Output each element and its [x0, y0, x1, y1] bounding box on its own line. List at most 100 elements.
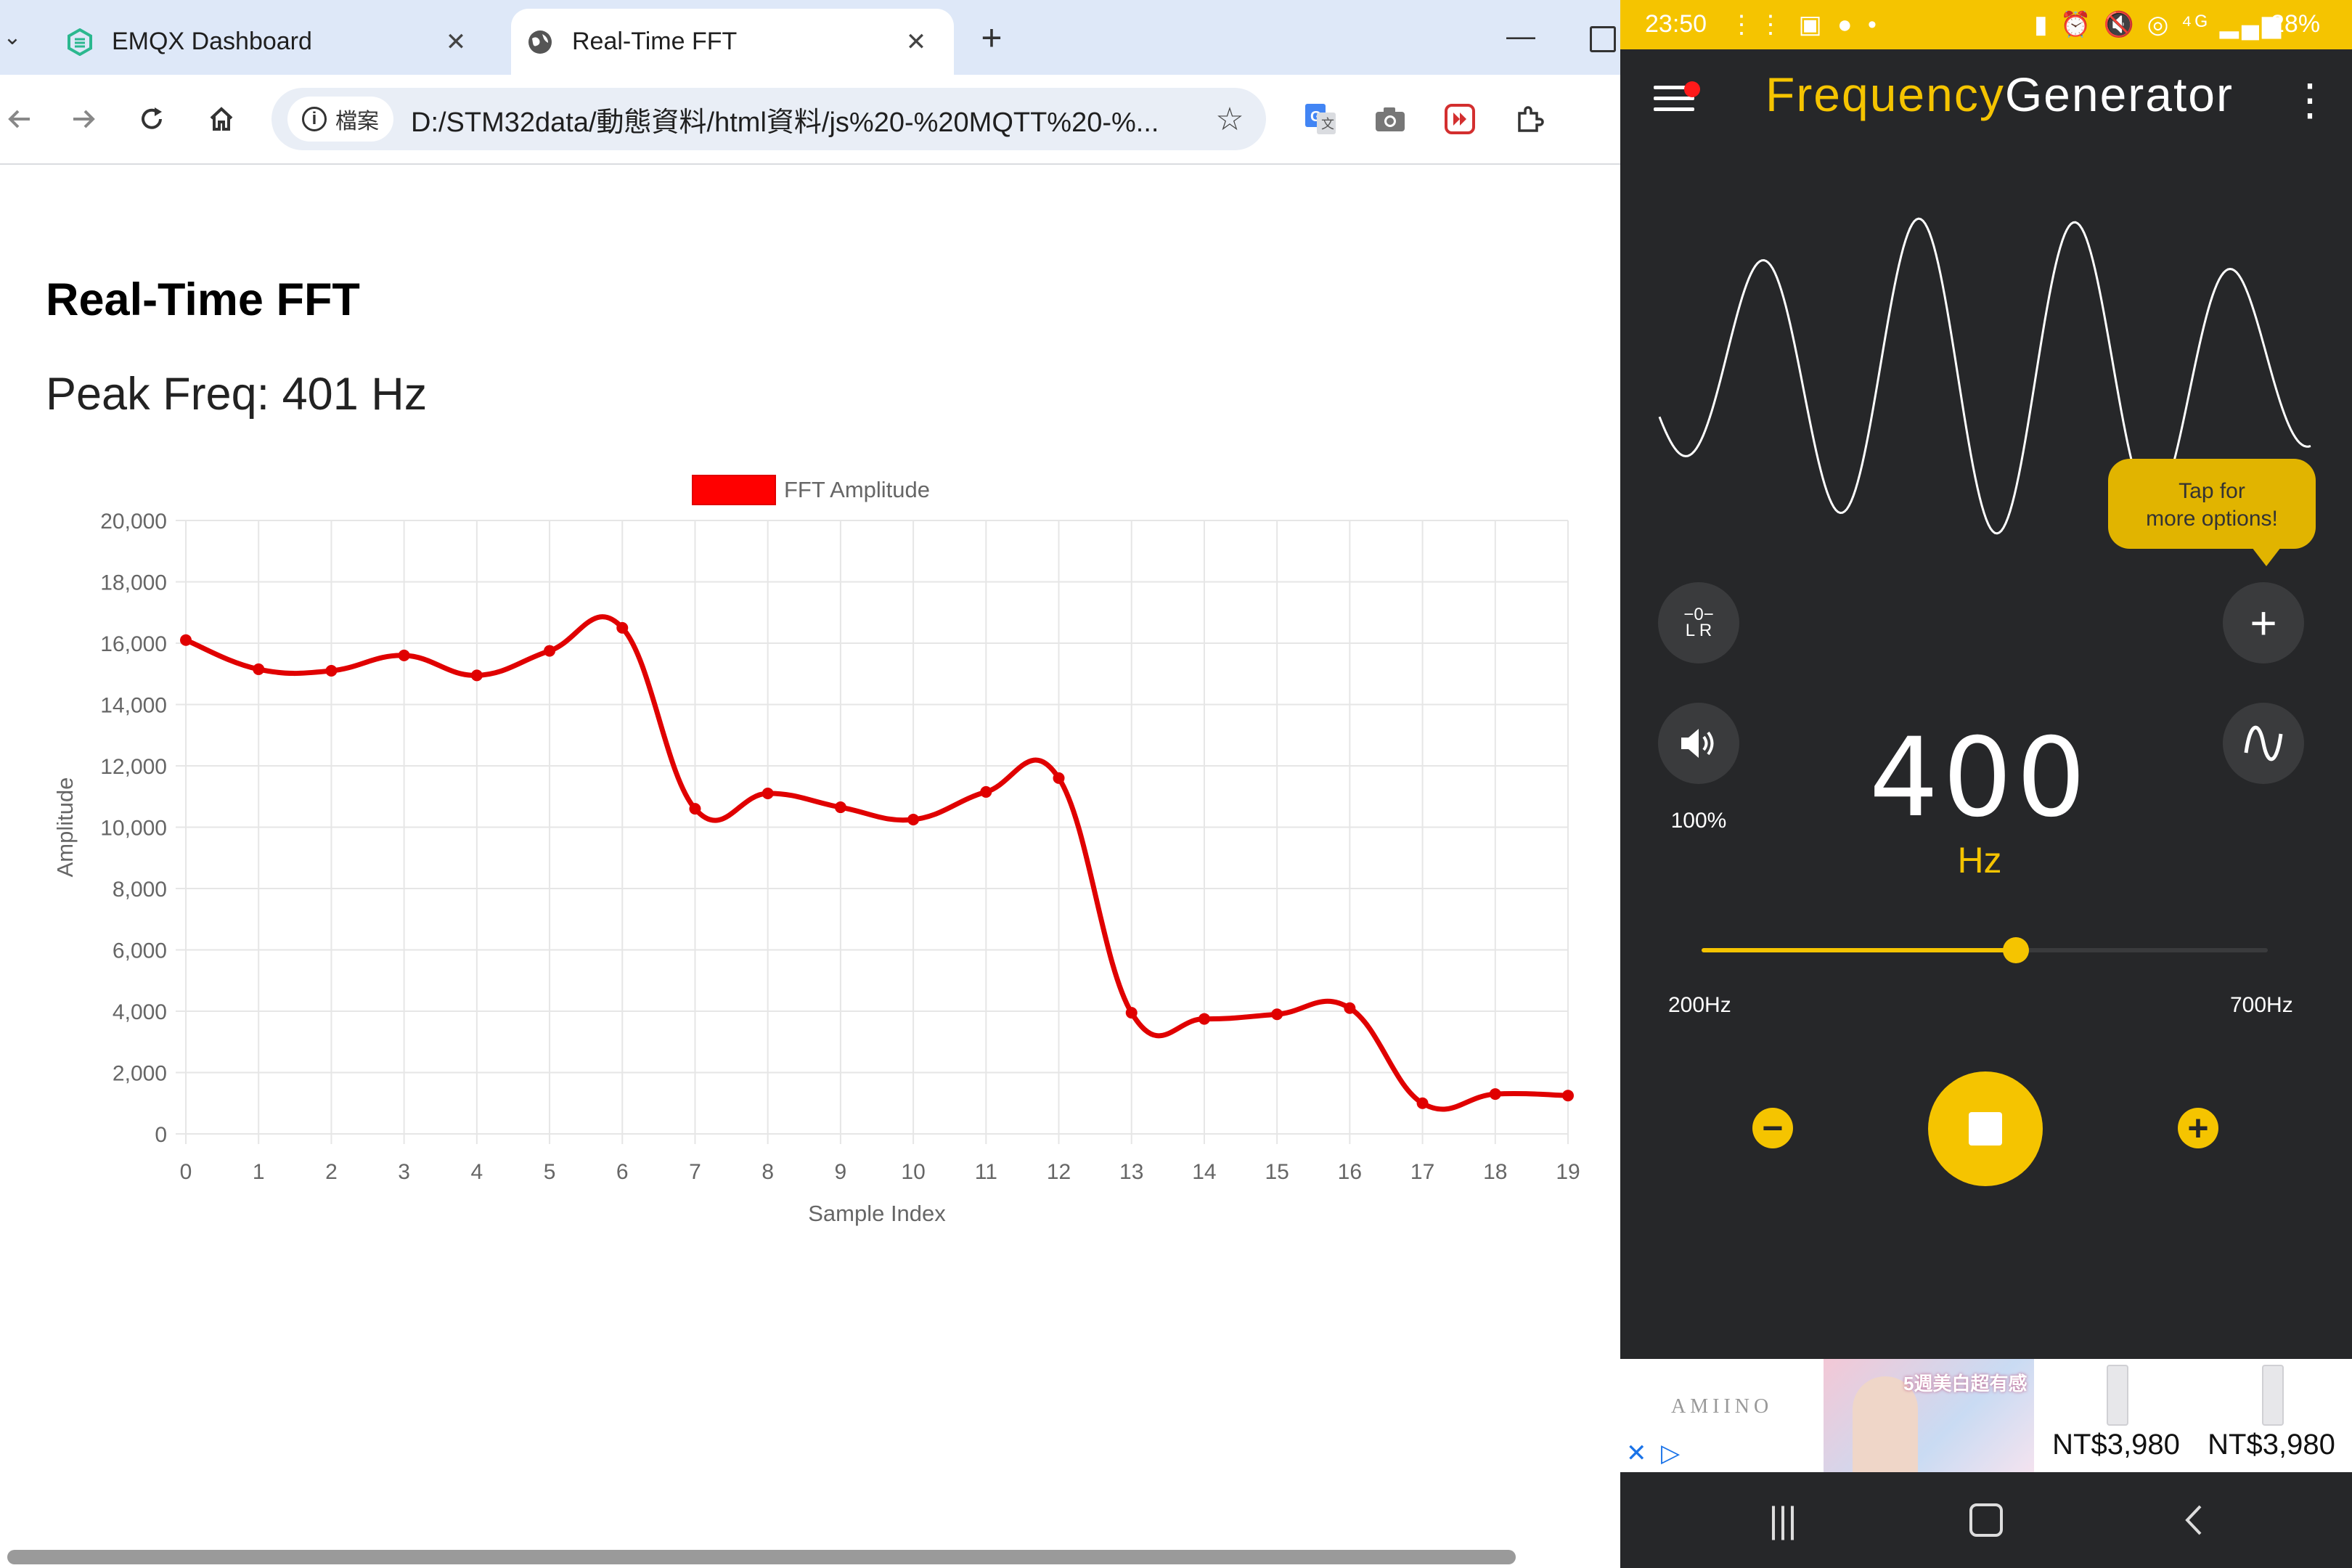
- x-tick-label: 14: [1192, 1160, 1216, 1184]
- back-nav-button[interactable]: [2165, 1498, 2223, 1542]
- stop-button[interactable]: [1928, 1071, 2043, 1186]
- system-status-icons: ▮ ⏰ 🔇 ◎ ⁴ᴳ ▂▄▆: [2034, 11, 2284, 38]
- recent-apps-button[interactable]: |||: [1768, 1500, 1797, 1540]
- stop-icon: [1969, 1112, 2002, 1146]
- x-tick-label: 16: [1338, 1160, 1362, 1184]
- x-tick-label: 9: [835, 1160, 847, 1184]
- extensions-puzzle-icon[interactable]: [1504, 94, 1555, 144]
- decrease-frequency-button[interactable]: −: [1752, 1108, 1793, 1148]
- data-point: [398, 649, 410, 661]
- new-tab-button[interactable]: +: [981, 17, 1003, 58]
- browser-toolbar: i 檔案 D:/STM32data/動態資料/html資料/js%20-%20M…: [0, 75, 1620, 165]
- close-icon[interactable]: ✕: [445, 28, 467, 56]
- product-bottle-image: [2107, 1365, 2128, 1426]
- camera-icon[interactable]: [1365, 94, 1416, 144]
- app-bar: FrequencyGenerator ⋮: [1620, 49, 2352, 151]
- product-price: NT$3,980: [2208, 1429, 2335, 1461]
- data-point: [325, 665, 338, 677]
- x-tick-label: 5: [544, 1160, 556, 1184]
- tab-title: EMQX Dashboard: [112, 28, 312, 55]
- home-button[interactable]: [196, 94, 247, 144]
- balance-icon: −0− L R: [1683, 606, 1713, 640]
- maximize-window-button[interactable]: [1590, 26, 1616, 52]
- status-bar: 23:50 ⋮⋮ ▣ ● • ▮ ⏰ 🔇 ◎ ⁴ᴳ ▂▄▆ 28%: [1620, 0, 2352, 49]
- range-max-label: 700Hz: [2230, 993, 2293, 1017]
- frequency-value[interactable]: 400: [1869, 715, 2091, 841]
- x-tick-label: 19: [1556, 1160, 1580, 1184]
- svg-text:文: 文: [1321, 117, 1334, 131]
- legend-label: FFT Amplitude: [784, 477, 930, 502]
- reload-button[interactable]: [126, 94, 177, 144]
- media-extension-icon[interactable]: [1434, 94, 1485, 144]
- back-button[interactable]: [0, 94, 45, 144]
- status-time: 23:50: [1645, 10, 1707, 38]
- page-content: Real-Time FFT Peak Freq: 401 Hz 0 2,000 4,…: [0, 165, 1620, 1568]
- y-tick-label: 14,000: [100, 694, 167, 718]
- info-icon: i: [302, 107, 327, 131]
- data-point: [1489, 1088, 1501, 1101]
- minimize-window-button[interactable]: —: [1506, 20, 1535, 52]
- data-point: [1198, 1013, 1210, 1025]
- y-tick-label: 8,000: [113, 878, 167, 902]
- waveform-line: [1658, 217, 2311, 535]
- frequency-slider[interactable]: [1702, 937, 2268, 963]
- horizontal-scrollbar[interactable]: [7, 1550, 1516, 1564]
- tab-search-button[interactable]: ⌄: [3, 25, 22, 49]
- legend-swatch: [692, 475, 776, 505]
- site-info-label: 檔案: [335, 110, 379, 134]
- tab-strip: ⌄ EMQX Dashboard ✕ Real-Time FFT ✕ + —: [0, 0, 1620, 75]
- y-tick-label: 18,000: [100, 571, 167, 595]
- data-point: [253, 663, 265, 675]
- waveform-type-button[interactable]: [2223, 703, 2304, 784]
- slider-thumb[interactable]: [2002, 937, 2029, 963]
- sine-wave-icon: [2244, 725, 2283, 761]
- x-tick-label: 4: [470, 1160, 483, 1184]
- data-point: [980, 785, 992, 798]
- plus-icon: +: [2187, 1108, 2209, 1148]
- x-axis-title: Sample Index: [808, 1201, 946, 1226]
- y-tick-label: 2,000: [113, 1062, 167, 1086]
- data-point: [1053, 772, 1065, 784]
- volume-percent: 100%: [1670, 809, 1727, 833]
- site-info-button[interactable]: i 檔案: [287, 97, 393, 142]
- hamburger-menu-icon[interactable]: [1654, 86, 1694, 118]
- battery-percent: 28%: [2271, 10, 2321, 38]
- back-chevron-icon: [2185, 1505, 2202, 1535]
- page-title: Real-Time FFT: [46, 274, 360, 325]
- stereo-balance-button[interactable]: −0− L R: [1658, 582, 1739, 663]
- home-nav-button[interactable]: [1957, 1498, 2015, 1542]
- bookmark-star-icon[interactable]: ☆: [1215, 101, 1244, 137]
- ad-close-icon[interactable]: ✕: [1626, 1440, 1647, 1467]
- frequency-unit: Hz: [1957, 840, 2002, 881]
- tab-emqx-dashboard[interactable]: EMQX Dashboard ✕: [51, 9, 494, 75]
- add-generator-button[interactable]: +: [2223, 582, 2304, 663]
- plus-icon: +: [2250, 597, 2277, 649]
- y-tick-label: 12,000: [100, 755, 167, 779]
- tab-real-time-fft[interactable]: Real-Time FFT ✕: [511, 9, 954, 75]
- product-bottle-image: [2262, 1365, 2284, 1426]
- ad-brand-logo: AMIINO: [1671, 1395, 1773, 1418]
- data-point: [834, 801, 846, 814]
- increase-frequency-button[interactable]: +: [2178, 1108, 2218, 1148]
- ad-choices-icon[interactable]: ▷: [1661, 1440, 1681, 1467]
- x-tick-label: 15: [1265, 1160, 1289, 1184]
- ad-product-2[interactable]: NT$3,980: [2195, 1359, 2348, 1472]
- slider-fill: [1702, 948, 2016, 952]
- close-icon[interactable]: ✕: [905, 28, 927, 56]
- notification-dot: [1684, 81, 1700, 97]
- minus-icon: −: [1762, 1108, 1784, 1148]
- ad-banner[interactable]: AMIINO ✕ ▷ 5週美白超有感 NT$3,980 NT$3,980: [1620, 1359, 2352, 1472]
- url-text[interactable]: D:/STM32data/動態資料/html資料/js%20-%20MQTT%2…: [411, 107, 1159, 138]
- data-point: [907, 813, 920, 825]
- x-tick-label: 6: [616, 1160, 629, 1184]
- y-tick-label: 20,000: [100, 510, 167, 534]
- forward-button[interactable]: [58, 94, 109, 144]
- options-tooltip[interactable]: Tap for more options!: [2108, 459, 2316, 566]
- ad-product-1[interactable]: NT$3,980: [2040, 1359, 2192, 1472]
- ad-image[interactable]: 5週美白超有感: [1824, 1359, 2034, 1472]
- frequency-generator-app: 23:50 ⋮⋮ ▣ ● • ▮ ⏰ 🔇 ◎ ⁴ᴳ ▂▄▆ 28% Freque…: [1620, 0, 2352, 1568]
- address-bar[interactable]: i 檔案 D:/STM32data/動態資料/html資料/js%20-%20M…: [271, 88, 1266, 150]
- app-title-part1: Frequency: [1765, 68, 2005, 121]
- volume-button[interactable]: [1658, 703, 1739, 784]
